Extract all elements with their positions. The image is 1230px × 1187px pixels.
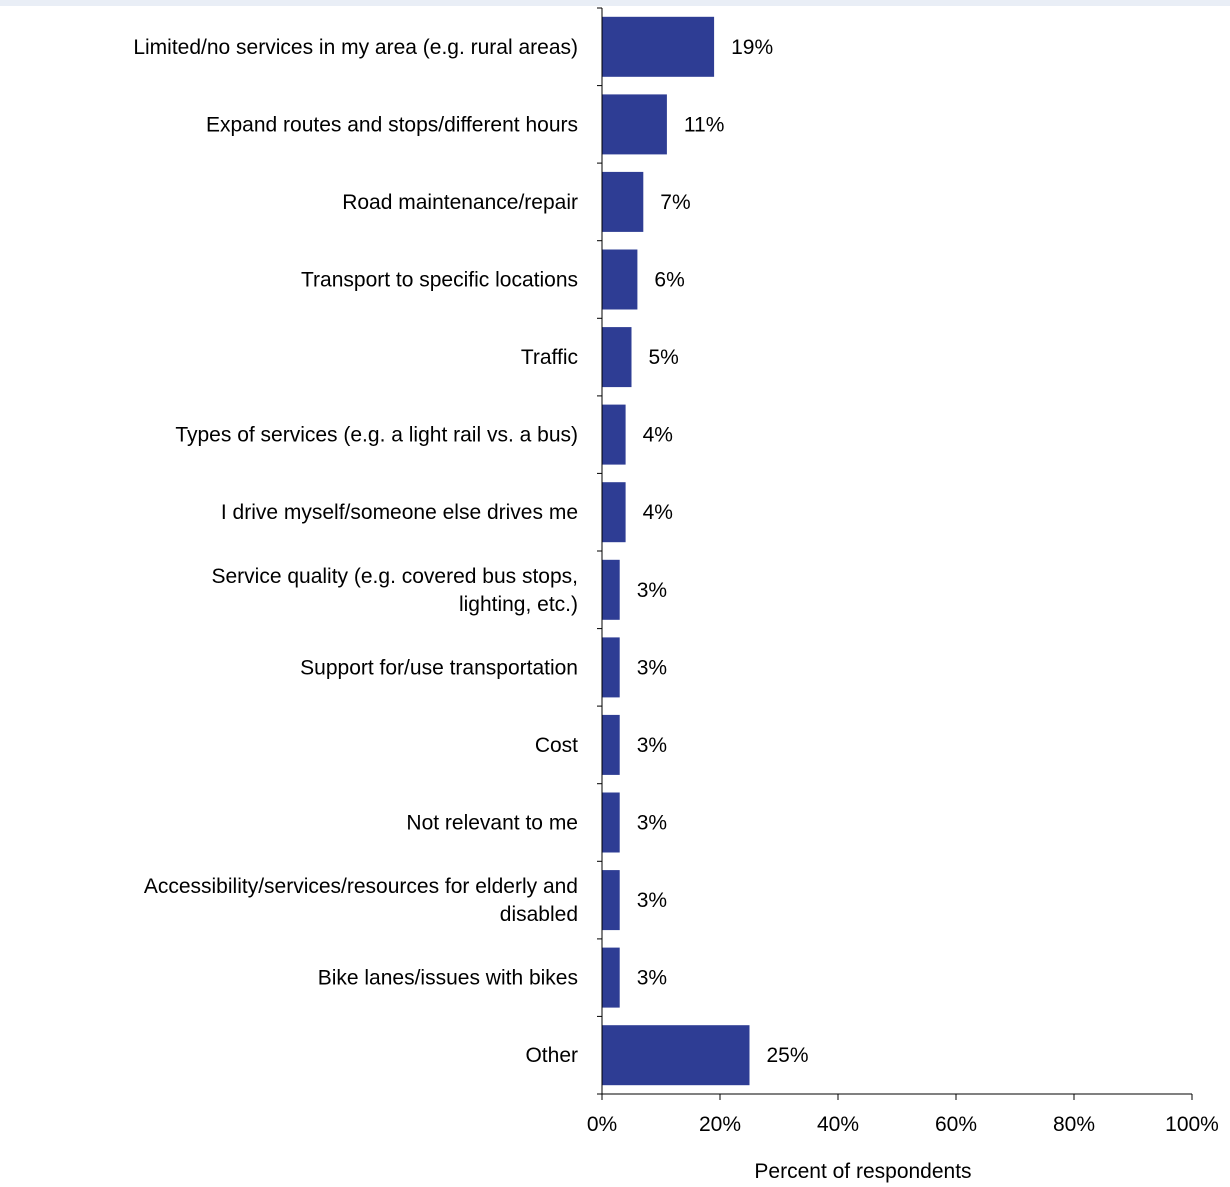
bar bbox=[602, 792, 620, 853]
bar bbox=[602, 947, 620, 1008]
value-label: 6% bbox=[654, 269, 684, 292]
value-label: 4% bbox=[643, 424, 673, 447]
category-label: Cost bbox=[535, 734, 578, 757]
value-label: 3% bbox=[637, 734, 667, 757]
bar bbox=[602, 404, 626, 465]
value-label: 4% bbox=[643, 501, 673, 524]
category-labels: Limited/no services in my area (e.g. rur… bbox=[133, 36, 578, 1067]
category-label: Types of services (e.g. a light rail vs.… bbox=[175, 424, 578, 447]
value-label: 3% bbox=[637, 656, 667, 679]
category-label: Expand routes and stops/different hours bbox=[206, 113, 578, 136]
value-label: 7% bbox=[660, 191, 690, 214]
category-label: Not relevant to me bbox=[406, 812, 578, 835]
bar bbox=[602, 1025, 750, 1086]
category-label: Support for/use transportation bbox=[300, 656, 578, 679]
x-tick-label: 0% bbox=[587, 1113, 617, 1136]
category-label: Limited/no services in my area (e.g. rur… bbox=[133, 36, 578, 59]
bar bbox=[602, 559, 620, 620]
bar bbox=[602, 327, 632, 388]
x-tick-labels: 0% 20% 40% 60% 80% 100% bbox=[587, 1113, 1219, 1136]
value-label: 3% bbox=[637, 579, 667, 602]
bar bbox=[602, 16, 715, 77]
value-label: 3% bbox=[637, 967, 667, 990]
value-label: 3% bbox=[637, 889, 667, 912]
x-tick-label: 80% bbox=[1053, 1113, 1095, 1136]
value-label: 11% bbox=[684, 113, 724, 136]
x-tick-label: 100% bbox=[1165, 1113, 1219, 1136]
category-label: Other bbox=[525, 1044, 578, 1067]
category-label: Bike lanes/issues with bikes bbox=[318, 967, 578, 990]
bars-layer bbox=[602, 16, 750, 1086]
value-labels: 19% 11% 7% 6% 5% 4% 4% 3% 3% 3% 3% 3% 3% 25% bbox=[637, 36, 809, 1067]
value-label: 25% bbox=[767, 1044, 809, 1067]
category-label: Road maintenance/repair bbox=[342, 191, 578, 214]
top-header-band bbox=[0, 0, 1230, 6]
category-label: Transport to specific locations bbox=[301, 269, 578, 292]
axes bbox=[597, 7, 1193, 1100]
value-label: 19% bbox=[731, 36, 773, 59]
bar bbox=[602, 637, 620, 698]
bar bbox=[602, 870, 620, 931]
x-tick-label: 40% bbox=[817, 1113, 859, 1136]
x-axis-title: Percent of respondents bbox=[754, 1160, 971, 1183]
bar bbox=[602, 94, 667, 155]
x-tick-label: 20% bbox=[699, 1113, 741, 1136]
bar bbox=[602, 249, 638, 310]
bar bbox=[602, 482, 626, 543]
category-label: Service quality (e.g. covered bus stops,… bbox=[211, 565, 578, 616]
category-label: Accessibility/services/resources for eld… bbox=[144, 875, 578, 926]
category-label: Traffic bbox=[521, 346, 578, 369]
value-label: 3% bbox=[637, 812, 667, 835]
x-tick-label: 60% bbox=[935, 1113, 977, 1136]
value-label: 5% bbox=[649, 346, 679, 369]
category-label: I drive myself/someone else drives me bbox=[221, 501, 578, 524]
bar bbox=[602, 714, 620, 775]
bar bbox=[602, 171, 644, 232]
